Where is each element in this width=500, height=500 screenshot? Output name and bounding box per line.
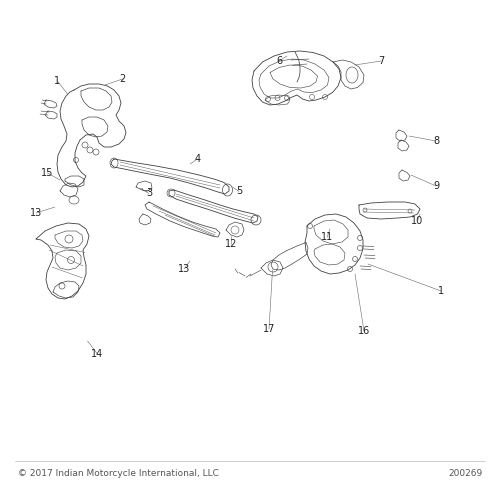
Text: 6: 6: [276, 56, 282, 66]
Text: 7: 7: [378, 56, 384, 66]
Text: © 2017 Indian Motorcycle International, LLC: © 2017 Indian Motorcycle International, …: [18, 470, 218, 478]
Text: 14: 14: [92, 349, 104, 359]
Text: 1: 1: [54, 76, 60, 86]
Text: 16: 16: [358, 326, 370, 336]
Text: 10: 10: [412, 216, 424, 226]
Text: 5: 5: [236, 186, 242, 196]
Text: 15: 15: [42, 168, 54, 178]
Text: 3: 3: [146, 188, 152, 198]
Text: 2: 2: [120, 74, 126, 84]
Text: 4: 4: [194, 154, 200, 164]
Text: 200269: 200269: [448, 470, 482, 478]
Text: 1: 1: [438, 286, 444, 296]
Text: 9: 9: [433, 181, 439, 191]
Text: 17: 17: [263, 324, 275, 334]
Text: 8: 8: [433, 136, 439, 146]
Text: 13: 13: [30, 208, 42, 218]
Text: 11: 11: [321, 232, 333, 242]
Text: 12: 12: [225, 239, 237, 249]
Text: 13: 13: [178, 264, 190, 274]
